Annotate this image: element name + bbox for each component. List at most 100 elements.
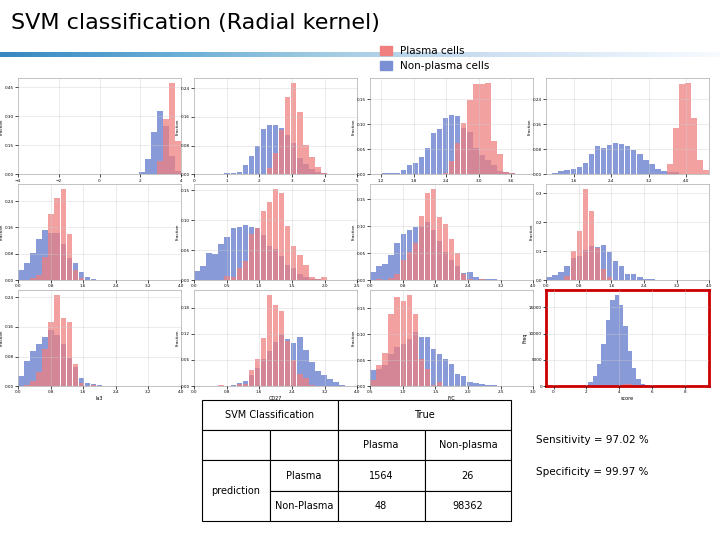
Bar <box>461 376 467 386</box>
Bar <box>431 188 436 280</box>
Bar <box>157 111 163 174</box>
Bar <box>552 173 558 174</box>
Bar <box>382 364 388 386</box>
Bar <box>225 276 230 280</box>
Bar <box>315 167 320 174</box>
X-axis label: score: score <box>621 396 634 401</box>
Bar <box>613 143 618 174</box>
Bar <box>473 383 479 386</box>
Bar <box>24 385 30 386</box>
Bar <box>60 188 66 280</box>
Bar <box>273 306 279 386</box>
Text: Plasma: Plasma <box>364 440 399 450</box>
Bar <box>461 274 467 280</box>
Bar <box>303 379 309 386</box>
Bar <box>30 253 36 280</box>
Bar <box>425 193 431 280</box>
Bar <box>267 202 272 280</box>
Bar <box>589 211 594 280</box>
X-axis label: S2/0-P: S2/0-P <box>444 184 459 189</box>
Text: Sensitivity = 97.02 %: Sensitivity = 97.02 % <box>536 435 649 445</box>
Bar <box>248 234 254 280</box>
Bar <box>607 278 612 280</box>
Bar <box>431 385 436 386</box>
Bar <box>202 460 270 521</box>
Text: prediction: prediction <box>211 485 260 496</box>
Bar <box>370 370 376 386</box>
Bar <box>632 368 636 386</box>
Bar <box>577 231 582 280</box>
Bar <box>370 272 376 280</box>
Bar <box>577 167 582 174</box>
Bar <box>425 222 431 280</box>
Bar <box>607 145 612 174</box>
Bar <box>194 271 200 280</box>
Bar <box>73 364 78 386</box>
Bar <box>461 123 467 174</box>
Bar <box>291 343 297 386</box>
Bar <box>248 375 254 386</box>
Bar <box>400 234 406 280</box>
Bar <box>382 173 388 174</box>
Bar <box>261 338 266 386</box>
Bar <box>564 170 570 174</box>
Bar <box>564 266 570 280</box>
Text: Non-plasma: Non-plasma <box>438 440 498 450</box>
Bar <box>218 244 224 280</box>
Bar <box>273 125 279 174</box>
Bar <box>270 491 338 521</box>
Bar <box>685 83 690 174</box>
Bar <box>243 261 248 280</box>
Bar <box>431 231 436 280</box>
Bar <box>279 128 284 174</box>
Bar <box>491 140 497 174</box>
Bar <box>437 217 442 280</box>
Bar <box>377 365 382 386</box>
Bar <box>60 344 66 386</box>
Bar <box>55 335 60 386</box>
Y-axis label: Fraction: Fraction <box>0 118 4 134</box>
Bar <box>285 265 290 280</box>
Bar <box>611 300 615 386</box>
Bar <box>418 336 424 386</box>
Bar <box>297 158 302 174</box>
Bar <box>377 279 382 280</box>
Bar <box>37 344 42 386</box>
Bar <box>96 385 102 386</box>
Bar <box>85 277 90 280</box>
Y-axis label: Fraction: Fraction <box>351 224 356 240</box>
Y-axis label: Freq: Freq <box>523 333 528 343</box>
Bar <box>73 269 78 280</box>
Bar <box>600 147 606 174</box>
Bar <box>267 246 272 280</box>
Bar <box>467 382 472 386</box>
Bar <box>30 352 36 386</box>
Bar <box>437 241 442 280</box>
Bar <box>437 129 442 174</box>
Bar <box>78 272 84 280</box>
Bar <box>624 326 628 386</box>
Bar <box>297 112 302 174</box>
Bar <box>273 342 279 386</box>
Bar <box>309 279 315 280</box>
Bar <box>395 244 400 280</box>
Bar <box>455 266 460 280</box>
Bar <box>443 118 449 174</box>
Bar <box>66 258 72 280</box>
Bar <box>151 132 157 174</box>
Bar <box>559 171 564 174</box>
Bar <box>285 226 290 280</box>
Bar <box>48 233 54 280</box>
Bar <box>321 375 327 386</box>
Bar <box>631 274 636 280</box>
X-axis label: F/C: F/C <box>448 396 456 401</box>
Bar <box>649 279 654 280</box>
Bar <box>163 119 168 174</box>
Bar <box>85 383 90 386</box>
Bar <box>467 272 472 280</box>
Bar <box>315 279 320 280</box>
Bar <box>559 272 564 280</box>
X-axis label: CD103: CD103 <box>267 290 284 295</box>
Bar <box>377 266 382 280</box>
Bar <box>479 84 485 174</box>
